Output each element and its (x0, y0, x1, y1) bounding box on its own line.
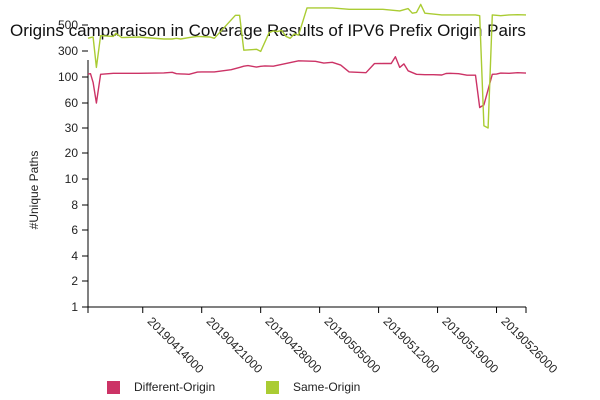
x-tick-label: 20190505000 (322, 314, 384, 376)
legend-item-different-origin: Different-Origin (107, 380, 215, 394)
x-tick-label: 20190414000 (145, 314, 207, 376)
series-line-different-origin (87, 56, 527, 109)
y-tick-label: 10 (65, 172, 79, 186)
series-line-same-origin (87, 3, 527, 129)
y-tick-label: 4 (71, 249, 78, 263)
x-tick-label: 20190526000 (498, 314, 560, 376)
legend-label-same-origin: Same-Origin (293, 380, 361, 394)
y-tick-label: 2 (71, 274, 78, 288)
y-tick-label: 500 (58, 18, 78, 32)
y-tick-label: 300 (58, 44, 78, 58)
legend-swatch-same-origin (266, 380, 279, 394)
y-axis-label: #Unique Paths (27, 151, 41, 230)
x-tick-label: 20190428000 (263, 314, 325, 376)
y-tick-label: 30 (65, 121, 79, 135)
y-tick-label: 60 (65, 96, 79, 110)
legend-swatch-different-origin (107, 380, 120, 394)
legend-item-same-origin: Same-Origin (266, 380, 360, 394)
legend-label-different-origin: Different-Origin (134, 380, 216, 394)
x-tick-label: 20190512000 (380, 314, 442, 376)
chart-title: Origins camparaison in Coverage Results … (10, 21, 526, 40)
y-axis: 1 2 4 6 8 10 20 30 60 100 300 500 (58, 18, 89, 314)
y-tick-label: 1 (71, 300, 78, 314)
y-tick-label: 8 (71, 198, 78, 212)
series-layer (87, 3, 527, 129)
y-tick-label: 6 (71, 223, 78, 237)
y-tick-label: 20 (65, 146, 79, 160)
y-tick-label: 100 (58, 70, 78, 84)
x-tick-label: 20190519000 (439, 314, 501, 376)
x-axis: 2019041400020190421000201904280002019050… (87, 306, 560, 376)
x-tick-label: 20190421000 (204, 314, 266, 376)
